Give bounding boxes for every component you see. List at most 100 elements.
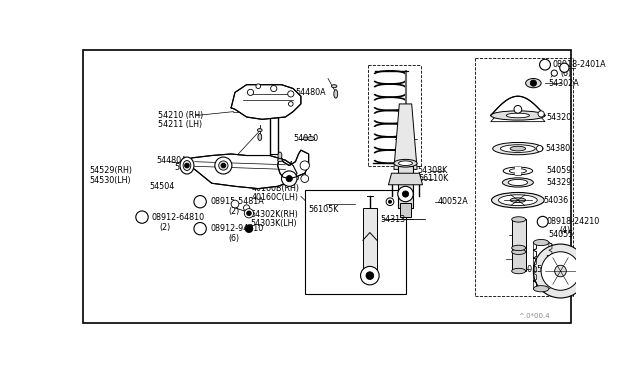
Text: 40160C(LH): 40160C(LH): [252, 193, 299, 202]
Polygon shape: [549, 243, 552, 289]
Text: 54529(RH): 54529(RH): [90, 166, 132, 176]
Text: 54211 (LH): 54211 (LH): [157, 120, 202, 129]
Text: (6): (6): [561, 70, 572, 78]
Polygon shape: [533, 243, 536, 289]
Bar: [397, 166, 413, 208]
Text: 56105K: 56105K: [308, 205, 339, 214]
Circle shape: [194, 196, 206, 208]
Text: N: N: [542, 62, 548, 67]
Text: 54015: 54015: [518, 265, 543, 274]
Text: (6): (6): [229, 234, 240, 243]
Text: 54303K(LH): 54303K(LH): [250, 219, 297, 228]
Text: 54530(LH): 54530(LH): [90, 176, 131, 185]
Text: 54329: 54329: [547, 178, 572, 187]
Ellipse shape: [491, 111, 545, 120]
Circle shape: [244, 205, 250, 211]
Ellipse shape: [258, 134, 262, 141]
Ellipse shape: [533, 286, 549, 292]
Circle shape: [231, 200, 239, 208]
Text: 54480: 54480: [284, 161, 309, 170]
Text: 56110K: 56110K: [419, 174, 449, 183]
Circle shape: [289, 102, 293, 106]
Bar: [511, 248, 525, 271]
Ellipse shape: [215, 157, 232, 174]
Text: 54313: 54313: [381, 215, 406, 224]
Ellipse shape: [180, 157, 194, 174]
Ellipse shape: [493, 142, 543, 155]
Text: 54302A: 54302A: [548, 78, 579, 88]
Circle shape: [244, 209, 253, 218]
Circle shape: [221, 163, 226, 168]
Ellipse shape: [499, 195, 537, 206]
Text: 54480B: 54480B: [270, 173, 301, 182]
Text: 08915-5481A: 08915-5481A: [210, 197, 264, 206]
Circle shape: [288, 91, 294, 97]
Ellipse shape: [511, 249, 525, 254]
Ellipse shape: [303, 137, 308, 140]
Polygon shape: [491, 96, 545, 115]
Ellipse shape: [503, 167, 532, 175]
Text: (2): (2): [159, 222, 170, 232]
Text: 54050: 54050: [545, 255, 570, 264]
Text: 54480A: 54480A: [156, 155, 187, 165]
Text: N: N: [540, 219, 545, 224]
Circle shape: [360, 266, 379, 285]
Ellipse shape: [555, 265, 566, 277]
Ellipse shape: [219, 161, 228, 170]
Circle shape: [403, 191, 408, 197]
Polygon shape: [388, 173, 422, 185]
Text: 08918-24210: 08918-24210: [547, 217, 600, 226]
Text: 54504: 54504: [150, 182, 175, 191]
Circle shape: [560, 63, 569, 73]
Circle shape: [538, 111, 544, 117]
Text: 54036: 54036: [543, 196, 568, 205]
Circle shape: [540, 59, 550, 70]
Ellipse shape: [509, 169, 526, 173]
Text: (4): (4): [560, 227, 571, 235]
Polygon shape: [491, 102, 545, 122]
Ellipse shape: [511, 268, 525, 274]
Ellipse shape: [492, 192, 544, 208]
Text: 54380: 54380: [545, 144, 570, 153]
Text: 54210 (RH): 54210 (RH): [157, 111, 203, 120]
Circle shape: [246, 211, 252, 216]
Circle shape: [531, 80, 536, 86]
Ellipse shape: [511, 217, 525, 222]
Ellipse shape: [278, 152, 282, 159]
Circle shape: [184, 163, 189, 168]
Bar: [305, 190, 406, 294]
Polygon shape: [278, 150, 308, 179]
Text: N: N: [197, 226, 203, 232]
Text: 54320: 54320: [547, 113, 572, 122]
Text: (2): (2): [229, 207, 240, 216]
Ellipse shape: [541, 252, 580, 290]
Circle shape: [386, 198, 394, 206]
Ellipse shape: [278, 158, 282, 162]
Circle shape: [551, 70, 557, 76]
Ellipse shape: [525, 78, 541, 88]
Text: 54504M: 54504M: [175, 163, 207, 172]
Text: 54480A: 54480A: [296, 88, 326, 97]
Ellipse shape: [183, 161, 191, 170]
Text: N: N: [139, 214, 145, 220]
Circle shape: [194, 222, 206, 235]
Ellipse shape: [508, 179, 527, 186]
Ellipse shape: [506, 113, 529, 118]
Text: 08912-64810: 08912-64810: [151, 213, 204, 222]
Circle shape: [397, 186, 413, 202]
Circle shape: [537, 217, 548, 227]
Text: 54308K: 54308K: [417, 166, 447, 176]
Ellipse shape: [533, 244, 588, 298]
Ellipse shape: [332, 85, 337, 88]
Circle shape: [300, 161, 309, 170]
Bar: [515, 167, 521, 175]
Circle shape: [271, 86, 277, 92]
Bar: [511, 219, 525, 252]
Circle shape: [136, 211, 148, 223]
Circle shape: [301, 175, 308, 183]
Ellipse shape: [502, 178, 533, 187]
Circle shape: [245, 225, 253, 232]
Circle shape: [282, 171, 297, 186]
Circle shape: [514, 106, 522, 113]
Circle shape: [286, 176, 292, 182]
